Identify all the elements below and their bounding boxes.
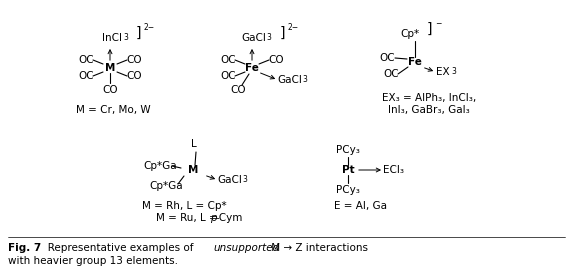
Text: Cp*Ga: Cp*Ga: [143, 161, 177, 171]
Text: Cp*Ga: Cp*Ga: [149, 181, 183, 191]
Text: Fig. 7: Fig. 7: [8, 243, 41, 253]
Text: GaCl: GaCl: [242, 33, 266, 43]
Text: PCy₃: PCy₃: [336, 145, 360, 155]
Text: CO: CO: [126, 71, 142, 81]
Text: OC: OC: [383, 69, 399, 79]
Text: 3: 3: [242, 176, 247, 184]
Text: ]: ]: [280, 26, 285, 40]
Text: InI₃, GaBr₃, Gal₃: InI₃, GaBr₃, Gal₃: [388, 105, 470, 115]
Text: M → Z interactions: M → Z interactions: [268, 243, 368, 253]
Text: CO: CO: [102, 85, 118, 95]
Text: M = Rh, L = Cp*: M = Rh, L = Cp*: [142, 201, 226, 211]
Text: Fe: Fe: [408, 57, 422, 67]
Text: unsupported: unsupported: [213, 243, 279, 253]
Text: M: M: [188, 165, 198, 175]
Text: ECl₃: ECl₃: [383, 165, 405, 175]
Text: 3: 3: [266, 33, 271, 42]
Text: 2−: 2−: [144, 23, 155, 32]
Text: Cp*: Cp*: [401, 29, 419, 39]
Text: with heavier group 13 elements.: with heavier group 13 elements.: [8, 256, 178, 266]
Text: OC: OC: [78, 71, 94, 81]
Text: -Cym: -Cym: [215, 213, 242, 223]
Text: 3: 3: [451, 68, 456, 76]
Text: M = Cr, Mo, W: M = Cr, Mo, W: [76, 105, 150, 115]
Text: ]: ]: [136, 26, 142, 40]
Text: Fe: Fe: [245, 63, 259, 73]
Text: OC: OC: [220, 55, 236, 65]
Text: CO: CO: [268, 55, 284, 65]
Text: ]: ]: [427, 22, 433, 36]
Text: M = Ru, L =: M = Ru, L =: [156, 213, 221, 223]
Text: EX: EX: [436, 67, 450, 77]
Text: E = Al, Ga: E = Al, Ga: [333, 201, 387, 211]
Text: GaCl: GaCl: [218, 175, 242, 185]
Text: OC: OC: [379, 53, 395, 63]
Text: 2−: 2−: [288, 23, 299, 32]
Text: L: L: [191, 139, 197, 149]
Text: −: −: [435, 19, 441, 29]
Text: InCl: InCl: [102, 33, 122, 43]
Text: Pt: Pt: [342, 165, 354, 175]
Text: OC: OC: [78, 55, 94, 65]
Text: OC: OC: [220, 71, 236, 81]
Text: M: M: [105, 63, 115, 73]
Text: 3: 3: [302, 76, 307, 85]
Text: PCy₃: PCy₃: [336, 185, 360, 195]
Text: 3: 3: [123, 33, 128, 42]
Text: p: p: [210, 213, 217, 223]
Text: CO: CO: [230, 85, 246, 95]
Text: Representative examples of: Representative examples of: [38, 243, 197, 253]
Text: CO: CO: [126, 55, 142, 65]
Text: EX₃ = AlPh₃, InCl₃,: EX₃ = AlPh₃, InCl₃,: [382, 93, 476, 103]
Text: GaCl: GaCl: [277, 75, 303, 85]
